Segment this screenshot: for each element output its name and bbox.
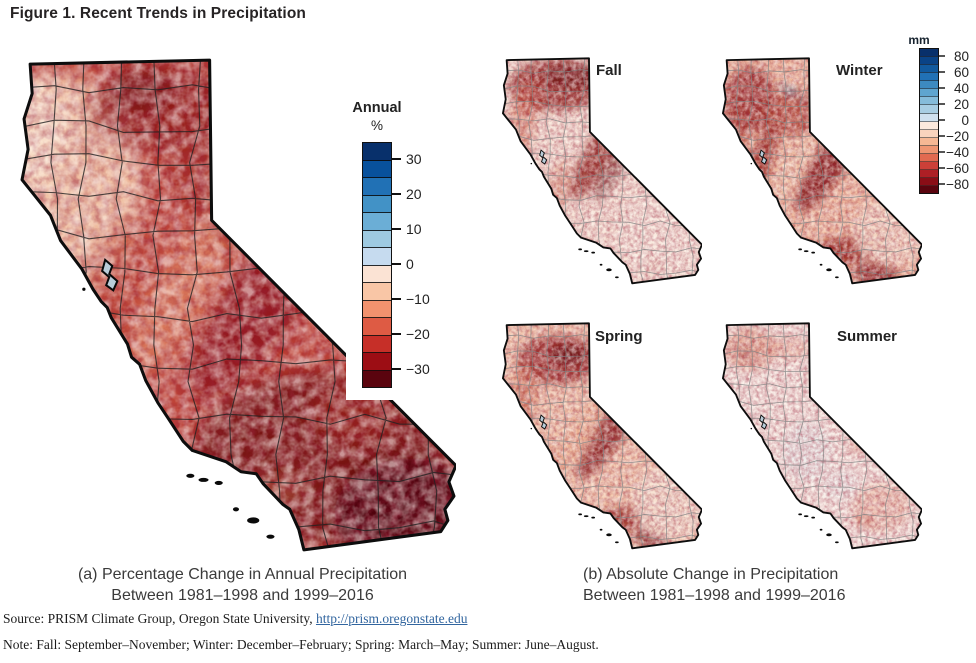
colorbar-tick: [938, 183, 945, 185]
colorbar-tick: [391, 367, 401, 370]
colorbar-segment: [363, 248, 391, 266]
colorbar-segment: [363, 353, 391, 371]
caption-a-line1: (a) Percentage Change in Annual Precipit…: [77, 566, 408, 583]
colorbar-segment: [920, 65, 938, 74]
colorbar-annual: [362, 142, 392, 388]
colorbar-segment: [920, 73, 938, 82]
colorbar-mm: [919, 48, 939, 194]
colorbar-tick-label: 40: [953, 80, 969, 96]
legend-mm-units: mm: [908, 33, 930, 47]
colorbar-tick-label: 80: [953, 48, 969, 64]
colorbar-segment: [920, 129, 938, 138]
source-text: Source: PRISM Climate Group, Oregon Stat…: [3, 611, 316, 626]
colorbar-tick-label: −20: [406, 325, 430, 342]
colorbar-tick: [391, 332, 401, 335]
colorbar-tick: [938, 135, 945, 137]
colorbar-segment: [363, 318, 391, 336]
colorbar-segment: [363, 335, 391, 353]
colorbar-segment: [920, 121, 938, 130]
colorbar-tick-label: −30: [406, 360, 430, 377]
colorbar-segment: [920, 81, 938, 90]
colorbar-segment: [920, 105, 938, 114]
colorbar-tick-label: 10: [406, 221, 422, 238]
colorbar-tick: [391, 263, 401, 265]
colorbar-tick-label: −40: [946, 144, 969, 160]
colorbar-segment: [920, 169, 938, 178]
map-fall: [502, 55, 702, 288]
colorbar-tick-label: 30: [406, 151, 422, 168]
map-spring: [502, 320, 702, 553]
colorbar-tick-label: 20: [953, 96, 969, 112]
colorbar-segment: [920, 97, 938, 106]
colorbar-segment: [363, 143, 391, 161]
colorbar-segment: [920, 161, 938, 170]
map-label-summer: Summer: [837, 328, 898, 345]
colorbar-tick-label: 60: [953, 64, 969, 80]
colorbar-tick-label: −60: [946, 160, 969, 176]
colorbar-segment: [363, 195, 391, 213]
colorbar-segment: [920, 49, 938, 58]
map-summer: [722, 320, 922, 553]
caption-panel-b: (b) Absolute Change in Precipitation Bet…: [583, 564, 893, 606]
colorbar-segment: [363, 178, 391, 196]
colorbar-tick: [938, 87, 945, 89]
colorbar-segment: [920, 89, 938, 98]
map-annual-precip-change: [20, 53, 456, 560]
colorbar-segment: [363, 230, 391, 248]
colorbar-tick-label: 20: [406, 186, 422, 203]
colorbar-segment: [363, 265, 391, 283]
legend-annual-units: %: [370, 118, 383, 133]
legend-annual-percent: Annual % 30 20 10 0 −10 −20 −30: [346, 92, 464, 400]
caption-b-line1: (b) Absolute Change in Precipitation: [583, 566, 839, 583]
colorbar-tick: [391, 158, 401, 161]
legend-mm: mm 80 60 40 20 0 −20 −40 −60 −80: [900, 30, 976, 202]
colorbar-tick: [938, 55, 945, 57]
note-line: Note: Fall: September–November; Winter: …: [3, 637, 599, 652]
caption-panel-a: (a) Percentage Change in Annual Precipit…: [25, 564, 460, 606]
colorbar-tick: [938, 167, 945, 169]
colorbar-tick: [391, 228, 401, 231]
source-link[interactable]: http://prism.oregonstate.edu: [315, 611, 468, 626]
colorbar-segment: [363, 370, 391, 387]
colorbar-tick-label: 0: [406, 256, 414, 272]
colorbar-segment: [920, 178, 938, 187]
colorbar-tick-label: −20: [946, 128, 969, 144]
legend-annual-title: Annual: [352, 100, 402, 116]
colorbar-tick-label: −10: [406, 290, 430, 307]
colorbar-segment: [363, 300, 391, 318]
colorbar-segment: [920, 57, 938, 66]
colorbar-tick-label: −80: [946, 176, 969, 192]
colorbar-segment: [920, 153, 938, 162]
caption-a-line2: Between 1981–1998 and 1999–2016: [111, 587, 374, 604]
colorbar-tick-label: 0: [961, 112, 969, 128]
source-line: Source: PRISM Climate Group, Oregon Stat…: [3, 611, 467, 627]
colorbar-segment: [920, 145, 938, 154]
map-label-winter: Winter: [836, 62, 883, 79]
map-label-fall: Fall: [596, 62, 622, 79]
figure-title: Figure 1. Recent Trends in Precipitation: [10, 5, 306, 22]
colorbar-segment: [920, 137, 938, 146]
colorbar-segment: [920, 186, 938, 194]
colorbar-segment: [363, 213, 391, 231]
colorbar-tick: [938, 151, 945, 153]
caption-b-line2: Between 1981–1998 and 1999–2016: [583, 587, 846, 604]
colorbar-tick: [938, 71, 945, 73]
map-label-spring: Spring: [595, 328, 643, 345]
colorbar-tick: [938, 119, 945, 121]
map-winter: [722, 55, 922, 288]
colorbar-tick: [938, 103, 945, 105]
colorbar-tick: [391, 193, 401, 196]
colorbar-segment: [363, 160, 391, 178]
colorbar-tick: [391, 297, 401, 300]
colorbar-segment: [363, 283, 391, 301]
colorbar-segment: [920, 113, 938, 122]
